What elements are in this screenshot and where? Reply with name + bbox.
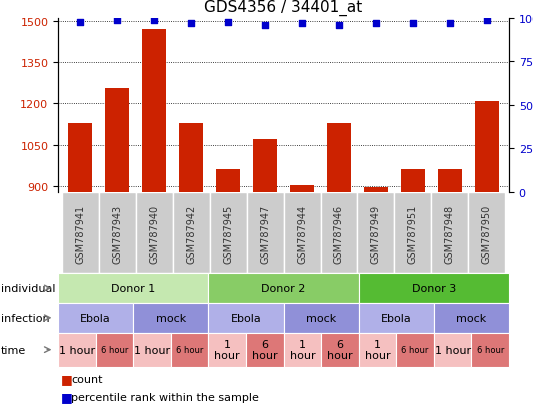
Bar [179,123,203,192]
Bar [438,170,462,192]
Bar [216,170,240,192]
Bar [320,192,358,273]
Text: mock: mock [456,313,487,323]
Bar [358,192,394,273]
Text: GSM787948: GSM787948 [445,204,455,263]
Bar [364,188,388,192]
Text: GSM787950: GSM787950 [482,204,492,263]
Text: individual: individual [1,283,55,293]
Text: 6 hour: 6 hour [176,345,203,354]
Text: 1 hour: 1 hour [434,345,471,355]
Point [113,17,122,24]
Point [224,19,232,26]
Text: percentile rank within the sample: percentile rank within the sample [71,392,259,402]
Bar [136,192,173,273]
Point [187,21,196,28]
Bar [394,192,431,273]
Text: GSM787942: GSM787942 [186,204,196,263]
Point [335,23,343,29]
Text: GSM787947: GSM787947 [260,204,270,263]
Text: Ebola: Ebola [231,313,261,323]
Bar [284,192,320,273]
Text: 6
hour: 6 hour [252,339,278,361]
Title: GDS4356 / 34401_at: GDS4356 / 34401_at [205,0,362,16]
Text: GSM787945: GSM787945 [223,204,233,263]
Bar [253,140,277,192]
Text: 6
hour: 6 hour [327,339,353,361]
Text: time: time [1,345,26,355]
Point [446,21,454,28]
Bar [209,192,247,273]
Point [298,21,306,28]
Bar [173,192,209,273]
Text: 1
hour: 1 hour [365,339,390,361]
Bar [401,170,425,192]
Text: GSM787946: GSM787946 [334,204,344,263]
Point [76,19,85,26]
Text: GSM787943: GSM787943 [112,204,122,263]
Text: ■: ■ [61,390,72,404]
Point [409,21,417,28]
Text: Donor 1: Donor 1 [111,283,156,293]
Text: Ebola: Ebola [381,313,411,323]
Text: Donor 3: Donor 3 [411,283,456,293]
Point [482,17,491,24]
Text: Donor 2: Donor 2 [261,283,306,293]
Point [261,23,269,29]
Bar [290,185,314,192]
Text: mock: mock [156,313,186,323]
Text: 1 hour: 1 hour [134,345,170,355]
Text: GSM787940: GSM787940 [149,204,159,263]
Bar [142,30,166,192]
Bar [99,192,136,273]
Bar [469,192,505,273]
Text: 1
hour: 1 hour [214,339,240,361]
Text: infection: infection [1,313,50,323]
Point [372,21,380,28]
Text: GSM787944: GSM787944 [297,204,307,263]
Bar [247,192,284,273]
Text: ■: ■ [61,372,72,385]
Text: 6 hour: 6 hour [101,345,128,354]
Text: Ebola: Ebola [80,313,111,323]
Text: 1 hour: 1 hour [59,345,95,355]
Point [150,17,158,24]
Text: GSM787949: GSM787949 [371,204,381,263]
Bar [105,89,129,192]
Text: 1
hour: 1 hour [289,339,315,361]
Text: GSM787941: GSM787941 [75,204,85,263]
Text: 6 hour: 6 hour [401,345,429,354]
Bar [431,192,469,273]
Text: 6 hour: 6 hour [477,345,504,354]
Bar [327,123,351,192]
Text: mock: mock [306,313,336,323]
Bar [62,192,99,273]
Bar [68,123,92,192]
Text: count: count [71,374,103,384]
Text: GSM787951: GSM787951 [408,204,418,263]
Bar [475,102,499,192]
